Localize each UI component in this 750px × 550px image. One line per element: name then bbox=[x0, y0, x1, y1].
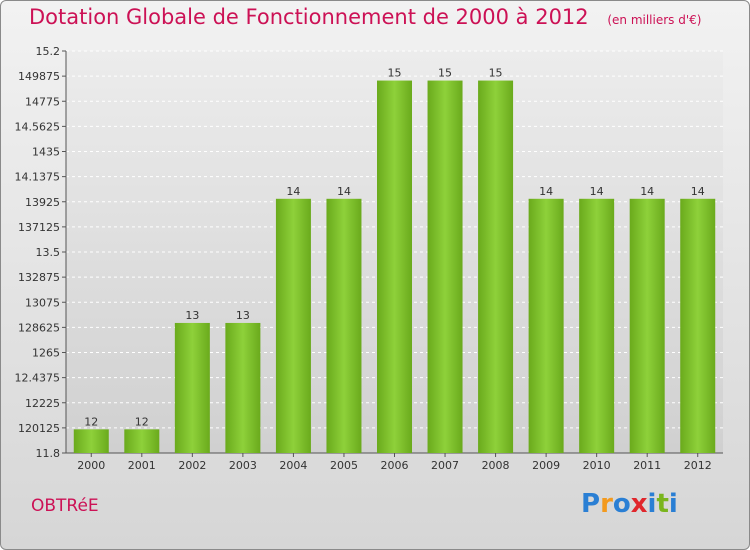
y-tick-label: 149875 bbox=[18, 70, 60, 83]
chart-unit: (en milliers d'€) bbox=[607, 13, 702, 27]
y-tick-label: 14.1375 bbox=[15, 171, 61, 184]
y-tick-label: 128625 bbox=[18, 321, 60, 334]
bar bbox=[528, 198, 564, 453]
x-tick-label: 2008 bbox=[482, 459, 510, 472]
logo-letter: o bbox=[612, 489, 631, 519]
x-tick-label: 2006 bbox=[381, 459, 409, 472]
y-tick-label: 12.4375 bbox=[15, 372, 61, 385]
bar bbox=[174, 322, 210, 453]
bar-value-label: 14 bbox=[691, 185, 705, 198]
bar bbox=[377, 80, 412, 453]
bar bbox=[680, 198, 716, 453]
bar bbox=[427, 80, 463, 453]
bar bbox=[124, 429, 160, 453]
bar-value-label: 14 bbox=[590, 185, 604, 198]
chart-title: Dotation Globale de Fonctionnement de 20… bbox=[29, 5, 701, 29]
y-tick-label: 132875 bbox=[18, 271, 60, 284]
y-tick-label: 15.2 bbox=[36, 45, 61, 58]
x-tick-label: 2011 bbox=[633, 459, 661, 472]
y-tick-label: 1265 bbox=[32, 347, 60, 360]
x-tick-label: 2002 bbox=[178, 459, 206, 472]
bar-value-label: 14 bbox=[539, 185, 553, 198]
bar bbox=[478, 80, 514, 453]
bar bbox=[275, 198, 311, 453]
y-tick-label: 137125 bbox=[18, 221, 60, 234]
bar bbox=[579, 198, 615, 453]
logo-letter: r bbox=[600, 489, 613, 519]
bar bbox=[629, 198, 665, 453]
proxiti-logo[interactable]: Proxiti bbox=[581, 489, 678, 519]
y-tick-label: 13925 bbox=[25, 196, 60, 209]
x-tick-label: 2010 bbox=[583, 459, 611, 472]
y-tick-label: 120125 bbox=[18, 422, 60, 435]
y-tick-label: 13075 bbox=[25, 296, 60, 309]
bar-value-label: 15 bbox=[489, 67, 503, 80]
plot-area: 11.81201251222512.4375126512862513075132… bbox=[15, 45, 723, 472]
bar-value-label: 14 bbox=[640, 185, 654, 198]
x-tick-label: 2001 bbox=[128, 459, 156, 472]
x-tick-label: 2009 bbox=[532, 459, 560, 472]
logo-letter: t bbox=[656, 489, 669, 519]
y-tick-label: 12225 bbox=[25, 397, 60, 410]
bar-value-label: 12 bbox=[135, 415, 149, 428]
x-tick-label: 2003 bbox=[229, 459, 257, 472]
chart-title-text: Dotation Globale de Fonctionnement de 20… bbox=[29, 5, 589, 29]
bar bbox=[73, 429, 109, 453]
y-tick-label: 14775 bbox=[25, 95, 60, 108]
y-tick-label: 13.5 bbox=[36, 246, 61, 259]
y-tick-label: 14.5625 bbox=[15, 120, 61, 133]
logo-letter: i bbox=[668, 489, 678, 519]
y-tick-label: 1435 bbox=[32, 146, 60, 159]
logo-letter: i bbox=[647, 489, 657, 519]
bar-value-label: 15 bbox=[388, 67, 402, 80]
x-tick-label: 2007 bbox=[431, 459, 459, 472]
x-tick-label: 2000 bbox=[77, 459, 105, 472]
bar bbox=[225, 322, 261, 453]
bar-value-label: 14 bbox=[286, 185, 300, 198]
x-tick-label: 2012 bbox=[684, 459, 712, 472]
logo-letter: x bbox=[630, 489, 648, 519]
bar-value-label: 15 bbox=[438, 67, 452, 80]
bar-value-label: 13 bbox=[236, 309, 250, 322]
bar-value-label: 14 bbox=[337, 185, 351, 198]
y-tick-label: 11.8 bbox=[36, 447, 61, 460]
commune-name: OBTRéE bbox=[31, 496, 99, 516]
x-tick-label: 2004 bbox=[279, 459, 307, 472]
x-tick-label: 2005 bbox=[330, 459, 358, 472]
bar bbox=[326, 198, 362, 453]
bar-value-label: 13 bbox=[185, 309, 199, 322]
bar-value-label: 12 bbox=[84, 415, 98, 428]
logo-letter: P bbox=[581, 489, 601, 519]
